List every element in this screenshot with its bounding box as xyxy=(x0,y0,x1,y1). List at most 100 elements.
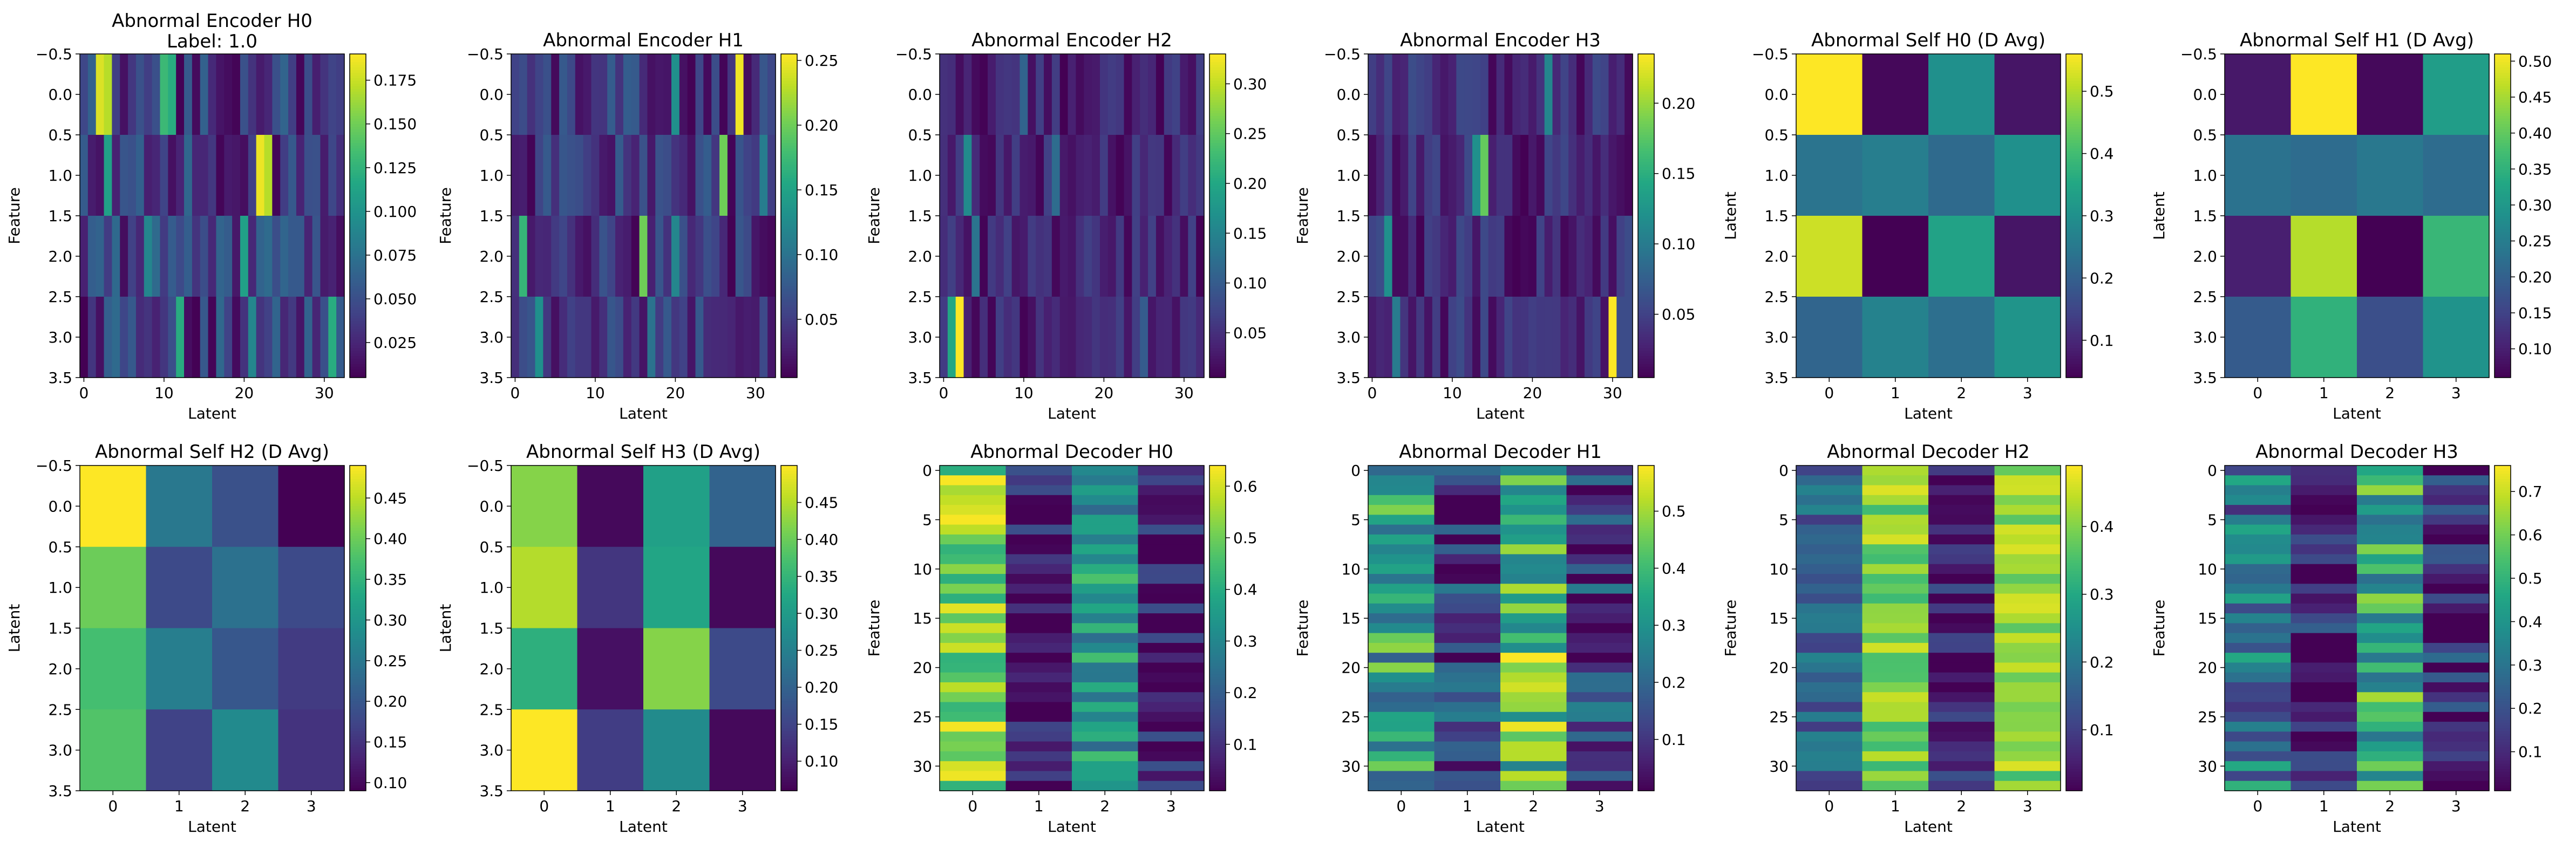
chart-title: Abnormal Encoder H1 xyxy=(543,30,744,51)
heatmap-cell xyxy=(1138,574,1205,584)
colorbar-swatch xyxy=(1209,59,1226,63)
colorbar-swatch xyxy=(1638,245,1654,249)
colorbar-swatch xyxy=(2066,707,2082,710)
colorbar-swatch xyxy=(1209,725,1226,729)
heatmap-cell xyxy=(607,216,616,297)
heatmap-cell xyxy=(1796,135,1863,216)
colorbar-swatch xyxy=(1638,604,1654,607)
y-tick-label: 3.0 xyxy=(48,742,72,759)
colorbar-swatch xyxy=(2495,167,2511,170)
y-tick-label: −0.5 xyxy=(467,457,504,475)
colorbar-swatch xyxy=(2066,538,2082,542)
colorbar-swatch xyxy=(1209,755,1226,759)
colorbar-swatch xyxy=(1209,272,1226,276)
colorbar-swatch xyxy=(1209,785,1226,789)
colorbar-swatch xyxy=(1638,286,1654,289)
colorbar-swatch xyxy=(1209,218,1226,222)
colorbar-swatch xyxy=(1209,173,1226,176)
colorbar-swatch xyxy=(350,329,366,332)
colorbar-swatch xyxy=(1209,372,1226,375)
colorbar-swatch xyxy=(350,693,366,696)
heatmap-cell xyxy=(1796,613,1863,624)
heatmap-cell xyxy=(1862,54,1929,135)
heatmap-cell xyxy=(955,297,964,378)
colorbar-swatch xyxy=(1209,560,1226,564)
heatmap-cell xyxy=(988,216,996,297)
colorbar-swatch xyxy=(781,156,797,160)
colorbar-swatch xyxy=(781,490,797,493)
colorbar-tick-label: 0.100 xyxy=(373,203,417,221)
heatmap-cell xyxy=(940,692,1007,703)
colorbar-swatch xyxy=(781,631,797,634)
heatmap-cell xyxy=(751,54,760,135)
colorbar-swatch xyxy=(781,297,797,300)
colorbar-swatch xyxy=(350,771,366,775)
colorbar-swatch xyxy=(781,666,797,669)
colorbar-swatch xyxy=(1638,652,1654,656)
colorbar-swatch xyxy=(2066,536,2082,539)
heatmap-cell xyxy=(1005,613,1072,624)
colorbar-swatch xyxy=(1638,159,1654,162)
colorbar-swatch xyxy=(2495,503,2511,506)
heatmap-cell xyxy=(2225,574,2292,584)
heatmap-cell xyxy=(1084,54,1092,135)
heatmap-cell xyxy=(1432,135,1441,216)
heatmap-cell xyxy=(1796,564,1863,574)
colorbar-swatch xyxy=(1638,121,1654,125)
colorbar-swatch xyxy=(2066,73,2082,76)
colorbar-swatch xyxy=(781,604,797,607)
colorbar-swatch xyxy=(1209,612,1226,615)
heatmap-cell xyxy=(160,54,168,135)
heatmap-cell xyxy=(1928,613,1995,624)
colorbar-swatch xyxy=(2066,755,2082,759)
heatmap-cell xyxy=(647,297,656,378)
x-tick-label: 3 xyxy=(738,797,747,815)
heatmap-cell xyxy=(663,297,672,378)
colorbar-swatch xyxy=(781,501,797,504)
colorbar-swatch xyxy=(2495,471,2511,474)
colorbar-swatch xyxy=(2066,484,2082,488)
colorbar-swatch xyxy=(2066,124,2082,127)
colorbar-swatch xyxy=(350,739,366,743)
heatmap-cell xyxy=(719,54,728,135)
heatmap-cell xyxy=(1424,216,1433,297)
heatmap-cell xyxy=(1376,297,1385,378)
heatmap-cell xyxy=(543,216,552,297)
colorbar-swatch xyxy=(1638,769,1654,772)
colorbar-swatch xyxy=(350,755,366,759)
heatmap-cell xyxy=(1796,495,1863,505)
colorbar-swatch xyxy=(2066,782,2082,786)
colorbar-swatch xyxy=(1209,484,1226,488)
colorbar-swatch xyxy=(2066,111,2082,114)
heatmap-cell xyxy=(1156,216,1165,297)
y-tick-label: 3.0 xyxy=(2193,328,2217,346)
colorbar-swatch xyxy=(1209,679,1226,683)
colorbar-swatch xyxy=(2495,208,2511,211)
heatmap-cell xyxy=(2357,613,2424,624)
colorbar-swatch xyxy=(1638,200,1654,203)
heatmap-cell xyxy=(2225,465,2292,476)
colorbar-swatch xyxy=(350,270,366,273)
heatmap-cell xyxy=(2225,475,2292,486)
colorbar-tick-label: 0.15 xyxy=(373,734,407,751)
heatmap-cell xyxy=(2225,702,2292,713)
colorbar-swatch xyxy=(1209,617,1226,621)
colorbar-swatch xyxy=(1638,202,1654,206)
heatmap-cell xyxy=(1796,54,1863,135)
colorbar-tick-label: 0.5 xyxy=(2090,83,2114,100)
heatmap-cell xyxy=(679,54,688,135)
colorbar-swatch xyxy=(2066,337,2082,340)
colorbar-swatch xyxy=(1638,334,1654,338)
colorbar-swatch xyxy=(350,519,366,523)
colorbar-swatch xyxy=(2066,140,2082,143)
heatmap-cell xyxy=(1536,135,1545,216)
heatmap-cell xyxy=(264,297,273,378)
colorbar-swatch xyxy=(350,699,366,702)
colorbar-swatch xyxy=(2495,538,2511,542)
heatmap-cell xyxy=(296,216,305,297)
heatmap-cell xyxy=(2290,135,2357,216)
colorbar-swatch xyxy=(2495,218,2511,222)
colorbar-swatch xyxy=(2495,690,2511,694)
heatmap-cell xyxy=(288,54,297,135)
